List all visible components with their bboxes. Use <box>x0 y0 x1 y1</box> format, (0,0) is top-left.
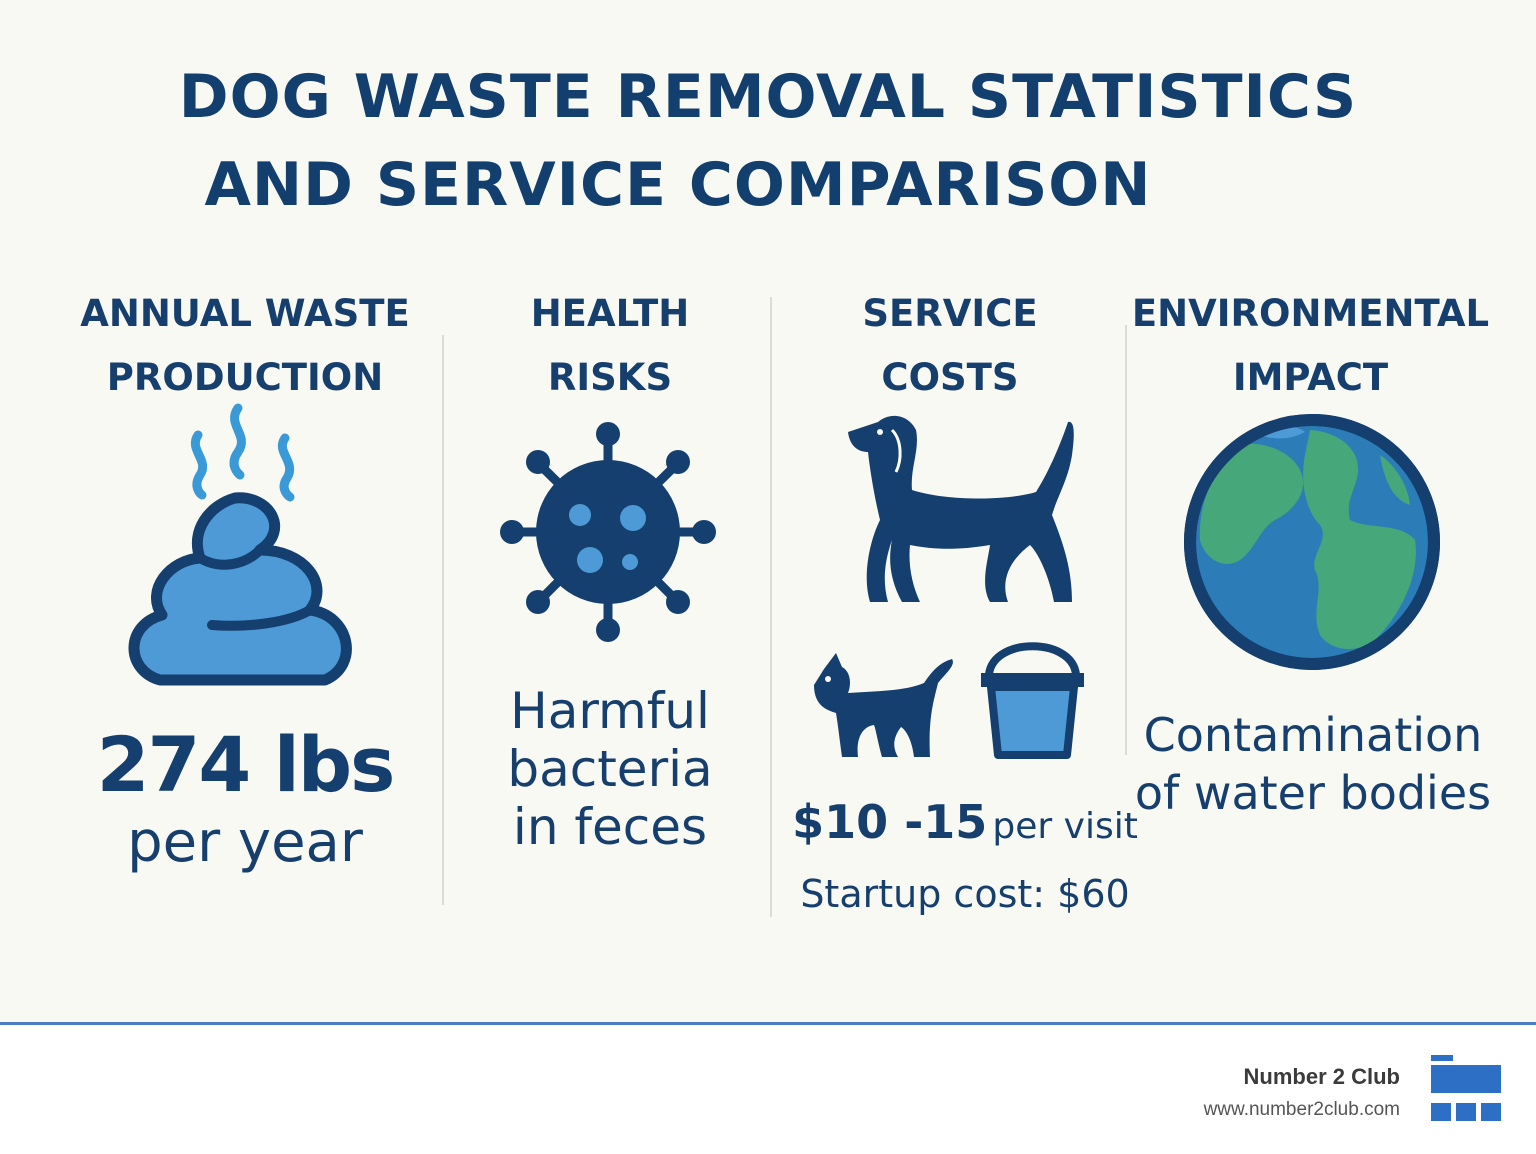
text-line: in feces <box>512 798 708 856</box>
cat-icon <box>814 653 953 757</box>
startup-cost: Startup cost: $60 <box>800 872 1130 916</box>
bucket-icon <box>981 642 1084 759</box>
heading-line: IMPACT <box>1232 356 1389 399</box>
text-line: bacteria <box>507 740 713 798</box>
annual-waste-detail: per year <box>127 810 363 875</box>
heading-line: SERVICE <box>862 292 1038 335</box>
brand-url[interactable]: www.number2club.com <box>1203 1099 1400 1120</box>
text-line: Contamination <box>1143 708 1483 762</box>
service-price: $10 -15 per visit <box>790 795 1140 849</box>
text-line: of water bodies <box>1134 766 1492 820</box>
column-heading: ANNUAL WASTE PRODUCTION <box>40 282 450 410</box>
dog-icon <box>848 415 1074 602</box>
health-risks-text: Harmful bacteria in feces <box>460 682 760 856</box>
heading-line: RISKS <box>547 356 673 399</box>
heading-line: ANNUAL WASTE <box>80 292 410 335</box>
column-divider <box>1125 325 1127 755</box>
heading-line: COSTS <box>881 356 1019 399</box>
building-logo-icon <box>1431 1055 1501 1121</box>
brand-name: Number 2 Club <box>1243 1064 1400 1089</box>
heading-line: ENVIRONMENTAL <box>1131 292 1490 335</box>
footer-divider <box>0 1022 1536 1025</box>
column-heading: ENVIRONMENTAL IMPACT <box>1128 282 1493 410</box>
column-divider <box>770 297 772 917</box>
footer <box>0 1025 1536 1154</box>
globe-icon <box>1184 414 1440 670</box>
column-heading: HEALTH RISKS <box>460 282 760 410</box>
text-line: Harmful <box>510 682 710 740</box>
column-heading: SERVICE COSTS <box>800 282 1100 410</box>
bacteria-icon <box>500 422 716 642</box>
price-suffix: per visit <box>992 806 1138 847</box>
page-title-line-2: AND SERVICE COMPARISON <box>204 150 1152 220</box>
annual-waste-stat: 274 lbs <box>96 720 396 809</box>
heading-line: HEALTH <box>530 292 690 335</box>
column-divider <box>442 335 444 905</box>
page-title-line-1: DOG WASTE REMOVAL STATISTICS <box>178 62 1358 132</box>
poop-icon <box>128 403 352 686</box>
price-value: $10 -15 <box>792 795 988 849</box>
environmental-impact-text: Contamination of water bodies <box>1128 706 1498 822</box>
heading-line: PRODUCTION <box>106 356 384 399</box>
